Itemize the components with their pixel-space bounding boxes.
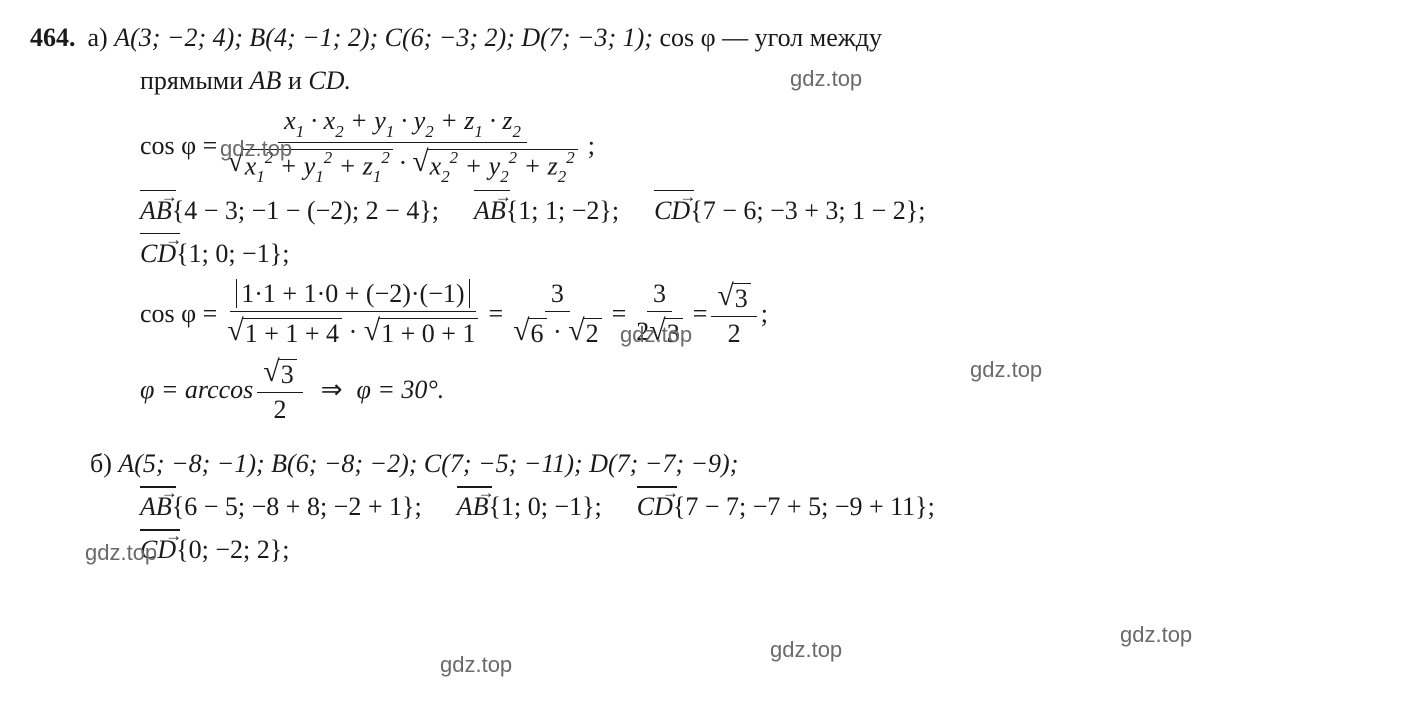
problem-number: 464. bbox=[30, 18, 76, 57]
line-1: 464. а) A(3; −2; 4); B(4; −1; 2); C(6; −… bbox=[30, 18, 1393, 57]
vector-line-1: AB→{4 − 3; −1 − (−2); 2 − 4}; AB→{1; 1; … bbox=[140, 191, 1393, 230]
watermark-1: gdz.top bbox=[790, 62, 862, 95]
cos-formula-general: cos φ = x1 · x2 + y1 · y2 + z1 · z2 √x12… bbox=[140, 106, 1393, 185]
watermark-3: gdz.top bbox=[620, 318, 692, 351]
part-b-line: б) A(5; −8; −1); B(6; −8; −2); C(7; −5; … bbox=[90, 444, 1393, 483]
part-label-a: а) A(3; −2; 4); B(4; −1; 2); C(6; −3; 2)… bbox=[88, 18, 882, 57]
arccos-line: φ = arccos √3 2 ⇒ φ = 30°. bbox=[140, 355, 1393, 425]
math-solution-content: 464. а) A(3; −2; 4); B(4; −1; 2); C(6; −… bbox=[30, 18, 1393, 569]
watermark-5: gdz.top bbox=[85, 536, 157, 569]
watermark-7: gdz.top bbox=[770, 633, 842, 666]
line-2: прямыми AB и CD. bbox=[140, 61, 1393, 100]
vector-line-2: CD→{1; 0; −1}; bbox=[140, 234, 1393, 273]
vector-b-line-1: AB→{6 − 5; −8 + 8; −2 + 1}; AB→{1; 0; −1… bbox=[140, 487, 1393, 526]
watermark-8: gdz.top bbox=[1120, 618, 1192, 651]
watermark-4: gdz.top bbox=[970, 353, 1042, 386]
watermark-6: gdz.top bbox=[440, 648, 512, 681]
watermark-2: gdz.top bbox=[220, 132, 292, 165]
vector-b-line-2: CD→{0; −2; 2}; bbox=[140, 530, 1393, 569]
cos-calculation: cos φ = 1·1 + 1·0 + (−2)·(−1) √1 + 1 + 4… bbox=[140, 279, 1393, 349]
